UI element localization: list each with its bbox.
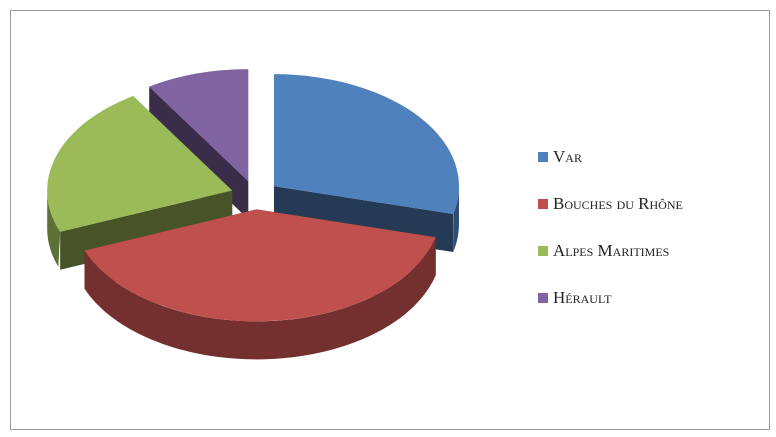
pie-slice <box>84 209 436 322</box>
slice-side <box>47 193 61 267</box>
slice-group <box>84 209 436 360</box>
legend-label: Alpes Maritimes <box>553 241 669 260</box>
legend-label: Var <box>553 147 582 166</box>
slice-side <box>453 186 459 253</box>
pie-slice <box>47 95 233 232</box>
legend-label: Hérault <box>553 288 612 307</box>
legend-swatch <box>538 199 548 209</box>
pie-slice <box>149 69 249 182</box>
legend-swatch <box>538 293 548 303</box>
pie-slice <box>273 74 459 215</box>
legend-swatch <box>538 246 548 256</box>
slice-side <box>84 237 436 360</box>
legend-swatch <box>538 152 548 162</box>
legend-label: Bouches du Rhône <box>553 194 683 213</box>
